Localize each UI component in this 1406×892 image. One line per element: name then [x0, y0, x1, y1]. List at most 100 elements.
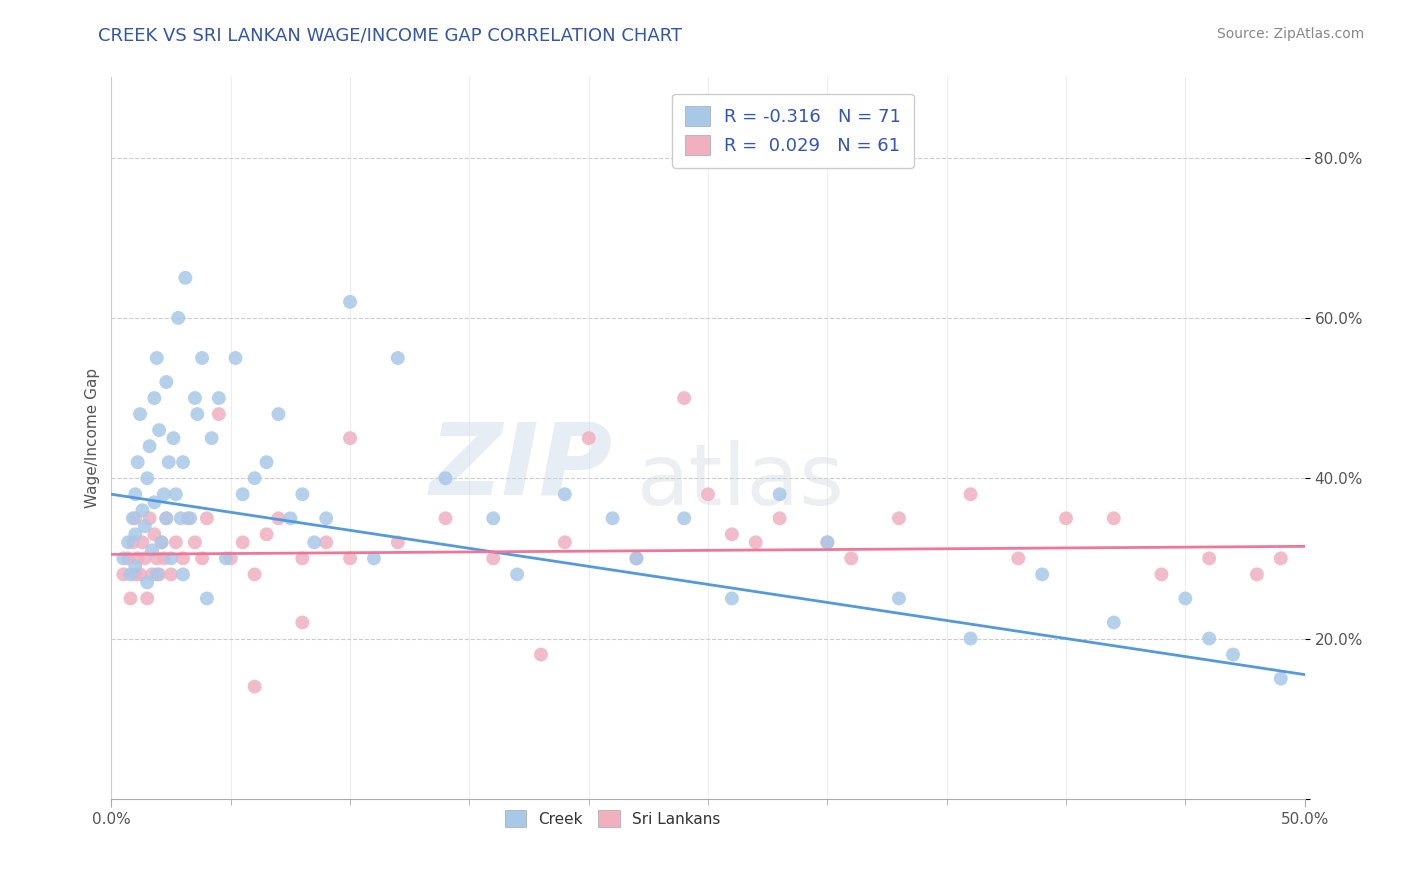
Point: [959, 632, 981, 646]
Point: [1102, 615, 1125, 630]
Point: [554, 535, 576, 549]
Point: [232, 535, 254, 549]
Point: [136, 591, 159, 606]
Point: [112, 551, 135, 566]
Point: [291, 487, 314, 501]
Point: [124, 567, 146, 582]
Point: [267, 511, 290, 525]
Point: [673, 391, 696, 405]
Point: [219, 551, 242, 566]
Point: [769, 487, 792, 501]
Point: [482, 511, 505, 525]
Point: [626, 551, 648, 566]
Point: [129, 407, 152, 421]
Point: [191, 551, 214, 566]
Point: [232, 487, 254, 501]
Point: [1031, 567, 1053, 582]
Point: [138, 439, 160, 453]
Point: [162, 431, 184, 445]
Point: [208, 391, 231, 405]
Point: [131, 503, 153, 517]
Point: [153, 551, 176, 566]
Point: [291, 615, 314, 630]
Point: [177, 511, 200, 525]
Point: [673, 511, 696, 525]
Point: [148, 423, 170, 437]
Legend: Creek, Sri Lankans: Creek, Sri Lankans: [498, 803, 728, 835]
Point: [165, 535, 187, 549]
Point: [304, 535, 326, 549]
Point: [387, 535, 409, 549]
Point: [124, 487, 146, 501]
Point: [1007, 551, 1029, 566]
Point: [150, 535, 173, 549]
Point: [153, 487, 176, 501]
Point: [530, 648, 553, 662]
Point: [136, 575, 159, 590]
Point: [120, 591, 142, 606]
Point: [138, 511, 160, 525]
Point: [387, 351, 409, 365]
Point: [339, 431, 361, 445]
Point: [141, 543, 163, 558]
Point: [167, 310, 190, 325]
Point: [127, 455, 149, 469]
Point: [554, 487, 576, 501]
Point: [122, 535, 145, 549]
Point: [124, 559, 146, 574]
Point: [839, 551, 862, 566]
Point: [1174, 591, 1197, 606]
Point: [127, 551, 149, 566]
Point: [157, 455, 180, 469]
Point: [434, 511, 457, 525]
Point: [122, 511, 145, 525]
Point: [143, 391, 166, 405]
Point: [148, 567, 170, 582]
Point: [363, 551, 385, 566]
Point: [1270, 672, 1292, 686]
Point: [120, 567, 142, 582]
Point: [184, 535, 207, 549]
Point: [267, 407, 290, 421]
Point: [150, 535, 173, 549]
Point: [506, 567, 529, 582]
Point: [434, 471, 457, 485]
Point: [887, 511, 910, 525]
Point: [208, 407, 231, 421]
Point: [201, 431, 224, 445]
Point: [195, 591, 218, 606]
Point: [1246, 567, 1268, 582]
Text: CREEK VS SRI LANKAN WAGE/INCOME GAP CORRELATION CHART: CREEK VS SRI LANKAN WAGE/INCOME GAP CORR…: [98, 27, 682, 45]
Point: [1150, 567, 1173, 582]
Point: [815, 535, 838, 549]
Point: [179, 511, 201, 525]
Point: [160, 567, 183, 582]
Point: [1222, 648, 1244, 662]
Point: [482, 551, 505, 566]
Point: [195, 511, 218, 525]
Point: [143, 527, 166, 541]
Point: [165, 487, 187, 501]
Point: [1198, 551, 1220, 566]
Point: [124, 527, 146, 541]
Point: [136, 471, 159, 485]
Point: [1054, 511, 1077, 525]
Point: [191, 351, 214, 365]
Point: [215, 551, 238, 566]
Point: [184, 391, 207, 405]
Point: [131, 535, 153, 549]
Point: [959, 487, 981, 501]
Point: [145, 567, 167, 582]
Point: [256, 527, 278, 541]
Point: [1198, 632, 1220, 646]
Point: [124, 511, 146, 525]
Point: [225, 351, 247, 365]
Point: [145, 351, 167, 365]
Point: [141, 567, 163, 582]
Point: [172, 455, 194, 469]
Point: [145, 551, 167, 566]
Point: [578, 431, 600, 445]
Point: [155, 511, 177, 525]
Point: [280, 511, 302, 525]
Point: [256, 455, 278, 469]
